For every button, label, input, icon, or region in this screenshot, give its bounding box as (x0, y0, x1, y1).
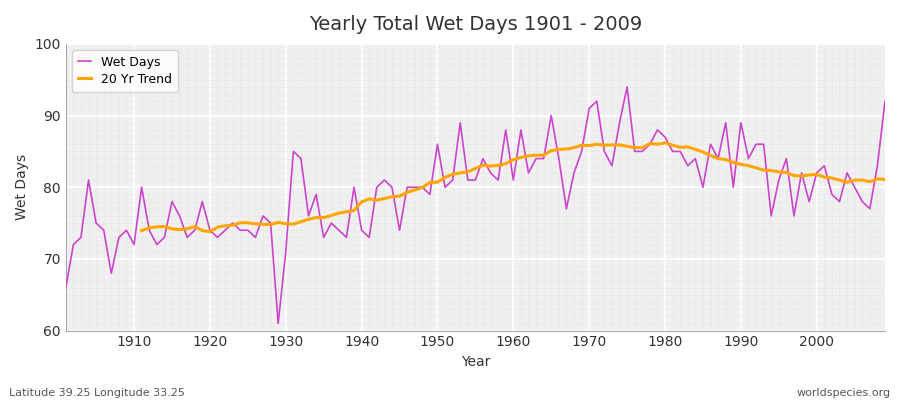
Wet Days (516, 128, 526, 132)
20 Yr Trend (735, 162, 746, 167)
20 Yr Trend (319, 215, 329, 220)
Wet Days (341, 235, 352, 240)
X-axis label: Year: Year (461, 355, 491, 369)
Wet Days (295, 156, 306, 161)
20 Yr Trend (372, 198, 382, 203)
Wet Days (879, 99, 890, 104)
Wet Days (607, 163, 617, 168)
20 Yr Trend (879, 177, 890, 182)
Wet Days (273, 321, 284, 326)
Title: Yearly Total Wet Days 1901 - 2009: Yearly Total Wet Days 1901 - 2009 (309, 15, 642, 34)
20 Yr Trend (660, 140, 670, 145)
Text: worldspecies.org: worldspecies.org (796, 388, 891, 398)
Legend: Wet Days, 20 Yr Trend: Wet Days, 20 Yr Trend (72, 50, 178, 92)
Wet Days (122, 228, 132, 233)
Y-axis label: Wet Days: Wet Days (15, 154, 29, 220)
20 Yr Trend (136, 228, 147, 233)
Wet Days (622, 84, 633, 89)
Wet Days (60, 285, 71, 290)
Text: Latitude 39.25 Longitude 33.25: Latitude 39.25 Longitude 33.25 (9, 388, 184, 398)
Wet Days (508, 178, 518, 182)
20 Yr Trend (516, 155, 526, 160)
Line: 20 Yr Trend: 20 Yr Trend (141, 143, 885, 232)
20 Yr Trend (341, 210, 352, 214)
20 Yr Trend (204, 229, 215, 234)
Line: Wet Days: Wet Days (66, 87, 885, 324)
20 Yr Trend (538, 153, 549, 158)
